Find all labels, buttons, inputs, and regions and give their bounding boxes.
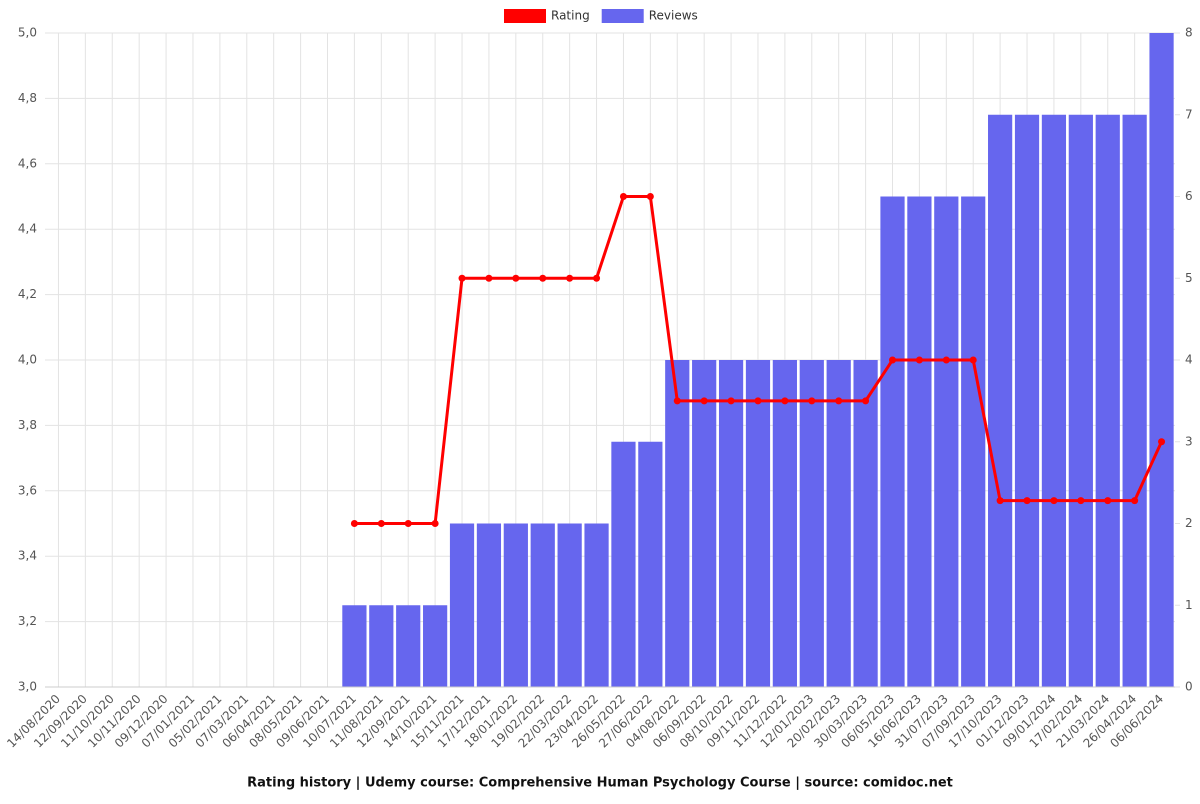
point (1050, 497, 1058, 505)
point (727, 397, 735, 405)
bar (880, 196, 905, 687)
bar (988, 114, 1013, 687)
bar (611, 441, 636, 687)
point (566, 274, 574, 282)
point (485, 274, 493, 282)
point (431, 520, 439, 527)
bar (1122, 114, 1147, 687)
bar (692, 360, 717, 687)
bar (530, 523, 555, 687)
point (996, 497, 1004, 505)
y2-tick-label: 5 (1185, 271, 1193, 285)
point (969, 356, 977, 364)
bar (799, 360, 824, 687)
legend-label: Reviews (649, 9, 698, 23)
y2-tick-label: 7 (1185, 107, 1193, 121)
y2-tick-label: 8 (1185, 26, 1193, 40)
bar (665, 360, 690, 687)
y-tick-label: 4,0 (18, 353, 37, 367)
bar (934, 196, 959, 687)
y-tick-label: 4,8 (18, 91, 37, 105)
legend-label: Rating (551, 9, 590, 23)
bar (342, 605, 367, 687)
bar (476, 523, 502, 687)
bar (449, 523, 475, 687)
y2-tick-label: 2 (1185, 516, 1193, 530)
point (673, 397, 681, 405)
bar (1149, 33, 1174, 687)
point (889, 356, 896, 364)
bar (772, 360, 797, 687)
y-tick-label: 3,2 (18, 614, 37, 628)
bar (369, 605, 394, 687)
point (404, 520, 412, 527)
point (1023, 497, 1031, 505)
point (781, 397, 789, 405)
bar (745, 360, 771, 687)
bar (826, 360, 851, 687)
point (835, 397, 843, 405)
point (942, 356, 950, 364)
point (915, 356, 923, 364)
point (1104, 497, 1112, 505)
y2-tick-label: 6 (1185, 189, 1193, 203)
bar (1068, 114, 1093, 687)
y-tick-label: 4,6 (18, 156, 37, 170)
y-tick-label: 3,4 (18, 549, 37, 563)
legend-swatch (601, 9, 644, 23)
bar (961, 196, 986, 687)
y2-tick-label: 0 (1185, 680, 1193, 694)
point (458, 274, 466, 282)
bar (718, 360, 744, 687)
point (1131, 497, 1139, 505)
point (539, 274, 547, 282)
bar (423, 605, 448, 687)
point (1077, 497, 1085, 505)
point (808, 397, 816, 405)
point (619, 193, 627, 200)
point (593, 274, 601, 282)
bar (1014, 114, 1040, 687)
y-tick-label: 3,0 (18, 680, 37, 694)
bar (584, 523, 609, 687)
y-tick-label: 5,0 (18, 26, 37, 40)
bar (907, 196, 932, 687)
y-tick-label: 3,8 (18, 418, 37, 432)
y-tick-label: 3,6 (18, 483, 37, 497)
y-tick-label: 4,2 (18, 287, 37, 301)
y2-tick-label: 1 (1185, 598, 1193, 612)
y2-tick-label: 3 (1185, 434, 1193, 448)
point (862, 397, 870, 405)
point (350, 520, 358, 527)
bar (853, 360, 878, 687)
chart-title: Rating history | Udemy course: Comprehen… (247, 776, 953, 791)
bar (557, 523, 582, 687)
y2-tick-label: 4 (1185, 353, 1193, 367)
bar (1095, 114, 1120, 687)
bar (503, 523, 528, 687)
point (512, 274, 520, 282)
y-tick-label: 4,4 (18, 222, 37, 236)
bar (396, 605, 421, 687)
point (754, 397, 762, 405)
point (646, 193, 654, 200)
point (1158, 438, 1166, 446)
point (377, 520, 385, 527)
point (700, 397, 708, 405)
bar (1041, 114, 1067, 687)
legend-swatch (504, 9, 546, 23)
bar (638, 441, 663, 687)
